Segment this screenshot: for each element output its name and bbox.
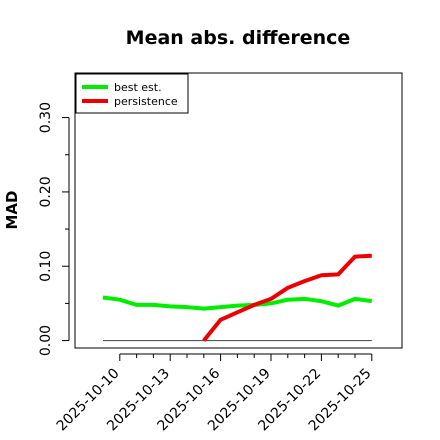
y-tick-label: 0.30: [38, 102, 54, 133]
y-tick-label: 0.00: [38, 325, 54, 356]
series-line-persistence: [202, 253, 372, 342]
chart-title: Mean abs. difference: [126, 27, 351, 49]
y-tick-label: 0.20: [38, 176, 54, 207]
y-tick-label: 0.10: [38, 251, 54, 282]
legend-box: [75, 73, 189, 114]
legend-label: best est.: [114, 81, 162, 94]
series-line-best-est: [102, 295, 373, 311]
plot-frame: [74, 72, 403, 349]
y-axis-label: MAD: [3, 191, 21, 230]
legend-label: persistence: [114, 95, 178, 108]
chart-marks: 0.000.100.200.302025-10-102025-10-132025…: [38, 73, 375, 434]
